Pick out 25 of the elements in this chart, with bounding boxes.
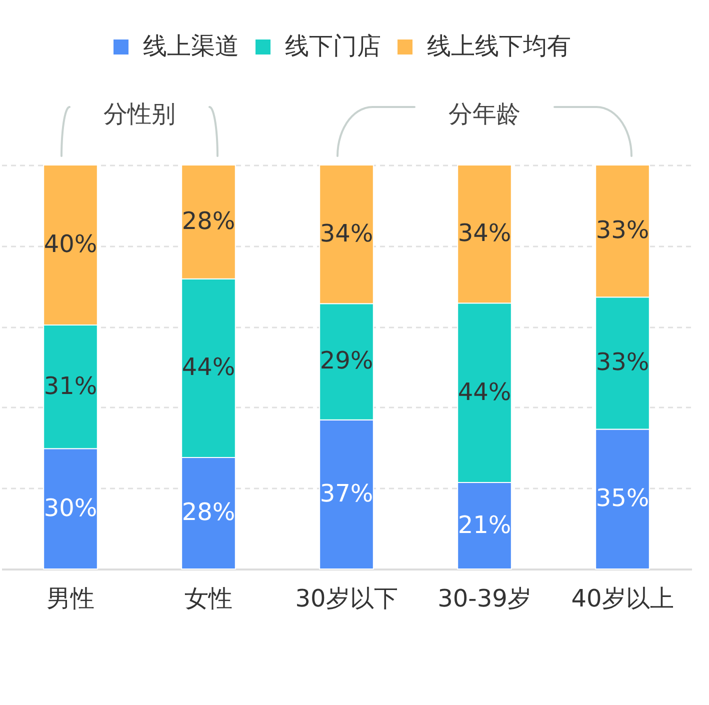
x-tick-label: 40岁以上 <box>571 584 674 612</box>
data-label: 28% <box>182 498 236 526</box>
data-label: 33% <box>596 216 650 244</box>
legend-label: 线下门店 <box>285 32 381 60</box>
x-tick-label: 30岁以下 <box>295 584 398 612</box>
data-label: 34% <box>458 219 512 248</box>
x-tick-label: 30-39岁 <box>438 584 532 612</box>
data-label: 31% <box>44 372 98 400</box>
legend-label: 线上线下均有 <box>427 32 571 60</box>
data-label: 29% <box>320 346 374 375</box>
x-tick-label: 女性 <box>184 584 232 612</box>
data-label: 28% <box>182 206 236 235</box>
data-label: 37% <box>320 479 374 508</box>
data-label: 30% <box>44 494 98 522</box>
text: 分年龄 <box>448 100 520 128</box>
text: 分性别 <box>104 100 176 128</box>
data-label: 40% <box>44 230 98 258</box>
data-label: 44% <box>182 353 236 382</box>
legend-label: 线上渠道 <box>143 32 239 60</box>
x-tick-label: 男性 <box>46 584 94 612</box>
data-label: 44% <box>458 378 512 406</box>
data-label: 33% <box>596 348 650 376</box>
data-label: 21% <box>458 510 512 539</box>
data-label: 35% <box>596 484 650 512</box>
data-label: 34% <box>320 219 374 248</box>
